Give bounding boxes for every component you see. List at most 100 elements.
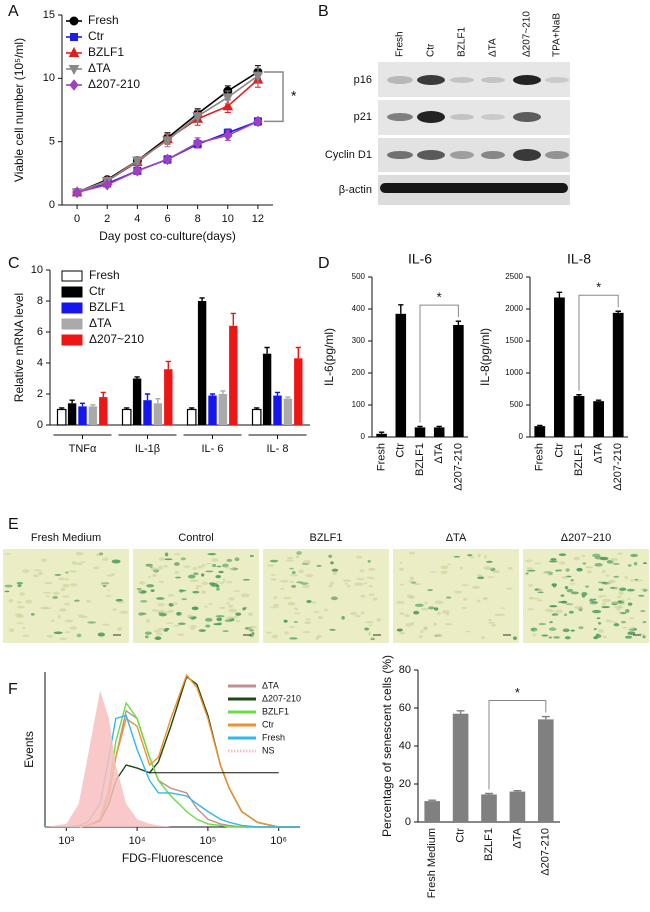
error-bar bbox=[615, 310, 621, 313]
cell bbox=[173, 553, 182, 556]
legend-swatch bbox=[61, 286, 83, 298]
cell bbox=[367, 632, 372, 636]
cell bbox=[222, 630, 229, 633]
cell bbox=[331, 568, 339, 572]
cell bbox=[232, 616, 239, 618]
cell bbox=[418, 635, 423, 639]
cell bbox=[218, 570, 224, 574]
cell bbox=[627, 564, 632, 567]
cell bbox=[22, 626, 26, 630]
cell bbox=[601, 569, 606, 574]
cell bbox=[424, 601, 428, 605]
bar bbox=[612, 312, 624, 437]
cell bbox=[368, 624, 373, 627]
x-tick-label: BZLF1 bbox=[414, 443, 426, 476]
marker bbox=[193, 137, 203, 149]
cell bbox=[429, 570, 437, 573]
cell bbox=[190, 627, 195, 630]
legend-label: Fresh bbox=[262, 732, 285, 742]
cell bbox=[41, 558, 47, 563]
cell bbox=[164, 552, 169, 557]
cell bbox=[207, 553, 217, 556]
cell bbox=[201, 581, 209, 585]
cell bbox=[59, 637, 67, 641]
panel-letter: C bbox=[8, 255, 20, 272]
cell bbox=[145, 635, 149, 639]
cell bbox=[216, 581, 220, 583]
cell bbox=[158, 557, 166, 561]
cell bbox=[593, 598, 597, 601]
x-tick-label: Δ207-210 bbox=[540, 828, 552, 876]
cell bbox=[16, 614, 25, 619]
cell bbox=[360, 594, 366, 598]
cell bbox=[564, 636, 571, 640]
cell bbox=[267, 564, 274, 567]
y-axis-label: Relative mRNA level bbox=[12, 293, 26, 402]
cell bbox=[218, 581, 225, 585]
error-bar bbox=[165, 360, 171, 370]
x-tick-label: 10³ bbox=[58, 835, 74, 847]
cell bbox=[594, 562, 603, 567]
cell bbox=[477, 573, 483, 578]
cell bbox=[58, 577, 65, 581]
error-bar bbox=[199, 297, 205, 301]
legend-label: Ctr bbox=[88, 29, 104, 43]
cell bbox=[356, 577, 365, 581]
cell bbox=[62, 595, 70, 598]
cell bbox=[368, 567, 376, 571]
error-bar bbox=[100, 391, 106, 398]
cell bbox=[198, 629, 206, 632]
cell bbox=[216, 565, 222, 568]
error-bar bbox=[254, 407, 260, 410]
legend-label: ΔTA bbox=[262, 680, 279, 690]
cell bbox=[437, 611, 441, 616]
bar bbox=[186, 408, 197, 426]
cell bbox=[619, 587, 627, 592]
x-tick-label: 4 bbox=[134, 213, 140, 225]
legend-label: Fresh bbox=[88, 13, 119, 27]
cell bbox=[612, 562, 620, 565]
cell bbox=[174, 570, 180, 575]
cell bbox=[284, 631, 290, 635]
cell bbox=[112, 608, 117, 612]
cell bbox=[427, 606, 435, 610]
cell bbox=[158, 565, 164, 570]
cell bbox=[410, 621, 415, 626]
cell bbox=[283, 619, 288, 623]
cell bbox=[368, 576, 375, 580]
cell bbox=[624, 575, 629, 580]
cell bbox=[97, 632, 106, 637]
x-tick-label: 8 bbox=[195, 213, 201, 225]
cell bbox=[558, 569, 562, 572]
y-tick-label: 20 bbox=[399, 778, 411, 790]
legend-label: ΔTA bbox=[89, 316, 111, 330]
cell bbox=[249, 554, 254, 558]
legend-marker bbox=[68, 46, 80, 57]
cell bbox=[37, 571, 43, 576]
cell bbox=[597, 621, 602, 625]
cell bbox=[525, 572, 529, 575]
cell bbox=[16, 601, 22, 604]
y-tick-label: 2500 bbox=[505, 272, 523, 281]
cell bbox=[399, 561, 403, 564]
cell bbox=[208, 603, 213, 606]
cell bbox=[247, 612, 254, 617]
cell bbox=[212, 563, 217, 568]
panel-letter: E bbox=[8, 516, 19, 533]
y-axis-label: IL-8(pg/ml) bbox=[478, 328, 492, 386]
bar bbox=[294, 358, 303, 425]
marker bbox=[222, 100, 234, 111]
cell bbox=[342, 579, 352, 582]
cell bbox=[453, 590, 463, 594]
y-tick-label: 4 bbox=[37, 357, 43, 369]
cell bbox=[329, 581, 334, 585]
cell bbox=[269, 559, 279, 563]
x-tick-label: ΔTA bbox=[433, 442, 445, 463]
cell bbox=[642, 562, 647, 565]
y-tick-label: 100 bbox=[352, 400, 366, 409]
cell bbox=[92, 566, 100, 570]
bar bbox=[121, 408, 132, 426]
cell bbox=[447, 563, 452, 566]
cell bbox=[492, 570, 501, 573]
